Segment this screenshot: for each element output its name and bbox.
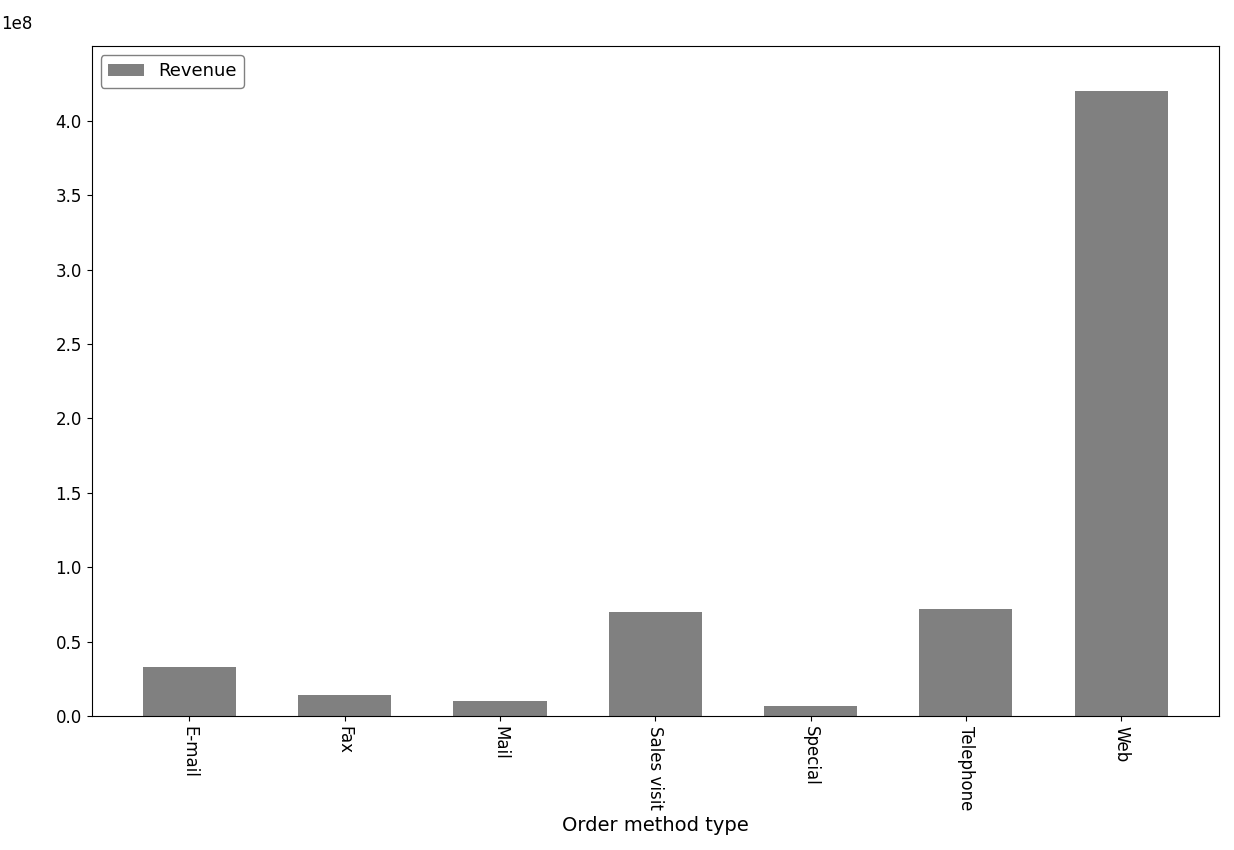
Legend: Revenue: Revenue <box>100 55 244 88</box>
Bar <box>1075 91 1167 717</box>
Text: 1e8: 1e8 <box>1 14 32 32</box>
Bar <box>453 701 547 717</box>
Bar <box>608 612 702 717</box>
X-axis label: Order method type: Order method type <box>561 816 749 835</box>
Bar <box>764 706 858 717</box>
Bar <box>919 609 1012 717</box>
Bar <box>299 695 391 717</box>
Bar <box>143 667 236 717</box>
